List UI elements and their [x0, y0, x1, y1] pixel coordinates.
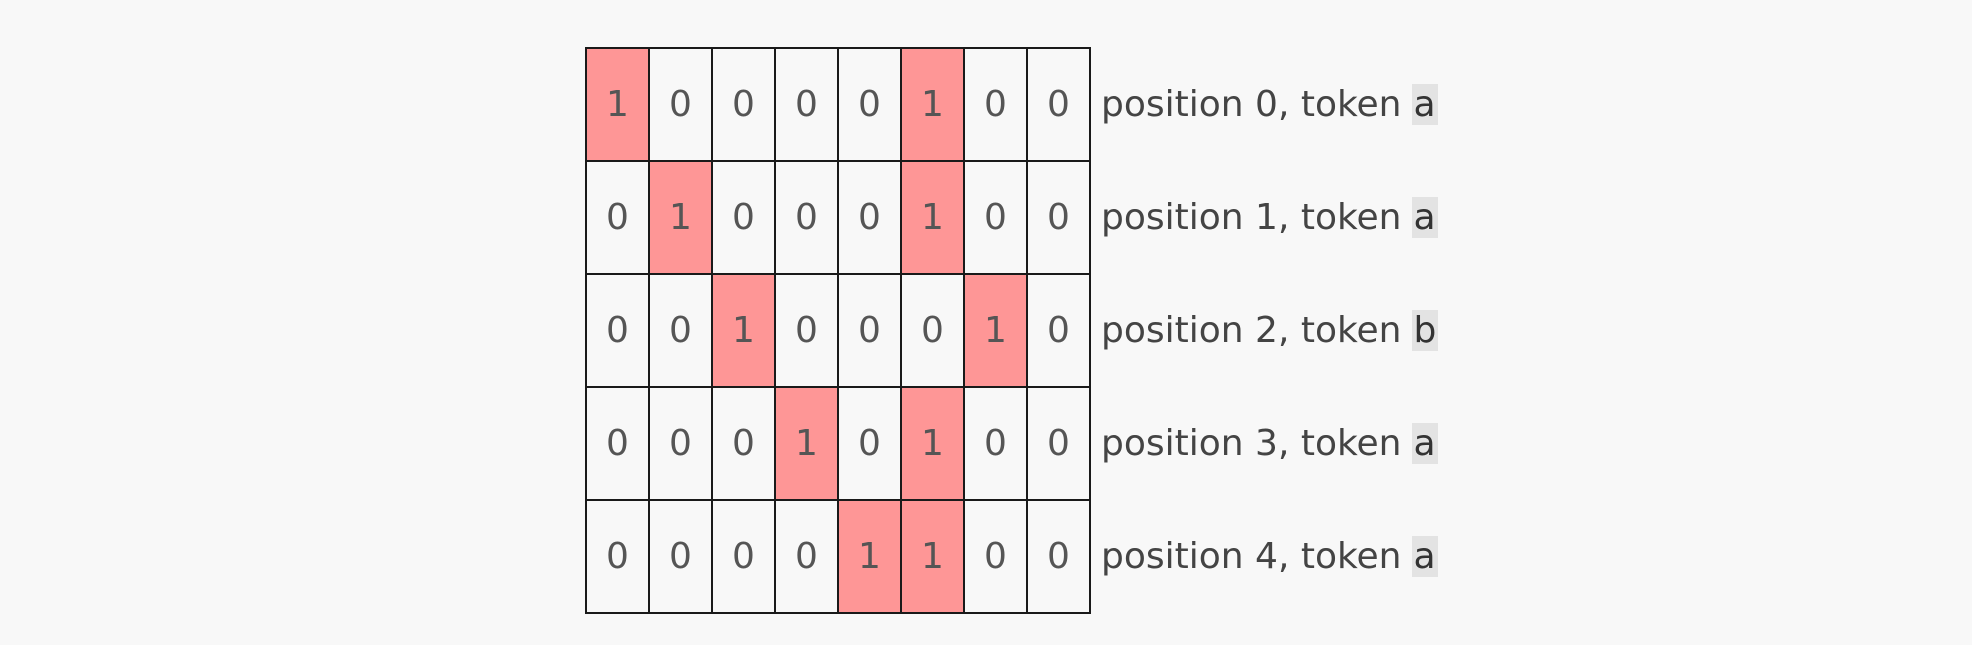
grid-cell: 0: [963, 499, 1028, 614]
grid-cell: 1: [900, 160, 965, 275]
row-label: position 2, token b: [1101, 274, 1439, 387]
grid-cell: 0: [837, 273, 902, 388]
grid-cell: 0: [585, 273, 650, 388]
grid-cell: 1: [963, 273, 1028, 388]
row-labels: position 0, token a position 1, token a posi…: [1101, 47, 1439, 613]
grid-cell: 0: [1026, 386, 1091, 501]
token-badge: a: [1411, 197, 1438, 238]
grid-cell: 0: [585, 499, 650, 614]
grid-cell: 1: [711, 273, 776, 388]
grid-cell: 1: [648, 160, 713, 275]
grid-cell: 0: [1026, 499, 1091, 614]
grid-cell: 0: [711, 160, 776, 275]
grid-cell: 1: [900, 499, 965, 614]
token-badge: a: [1411, 536, 1438, 577]
grid-cell: 0: [774, 160, 839, 275]
token-badge: a: [1411, 83, 1438, 125]
token-badge: a: [1411, 423, 1438, 464]
grid-cell: 0: [963, 386, 1028, 501]
grid-cell: 0: [774, 499, 839, 614]
grid-cell: 0: [1026, 47, 1091, 162]
grid-cell: 0: [1026, 273, 1091, 388]
row-label: position 0, token a: [1101, 47, 1438, 161]
grid-cell: 0: [1026, 160, 1091, 275]
row-label-text: position 0, token: [1101, 83, 1402, 125]
grid-cell: 0: [963, 160, 1028, 275]
row-label: position 1, token a: [1101, 161, 1438, 274]
row-label-text: position 4, token: [1101, 536, 1402, 577]
grid-cell: 0: [585, 160, 650, 275]
grid-cell: 0: [711, 499, 776, 614]
grid-cell: 0: [711, 386, 776, 501]
grid-cell: 1: [774, 386, 839, 501]
row-label: position 4, token a: [1101, 500, 1438, 613]
grid-cell: 0: [711, 47, 776, 162]
grid-cell: 1: [585, 47, 650, 162]
grid-cell: 0: [837, 47, 902, 162]
grid-cell: 0: [585, 386, 650, 501]
row-label: position 3, token a: [1101, 387, 1438, 500]
row-label-text: position 2, token: [1101, 310, 1402, 351]
grid-cell: 0: [648, 386, 713, 501]
grid-cell: 0: [963, 47, 1028, 162]
grid-cell: 0: [774, 47, 839, 162]
grid-cell: 0: [837, 386, 902, 501]
grid-cell: 1: [837, 499, 902, 614]
token-badge: b: [1411, 310, 1439, 351]
grid-cell: 0: [837, 160, 902, 275]
grid-cell: 0: [648, 499, 713, 614]
grid-cell: 0: [648, 273, 713, 388]
grid-cell: 0: [774, 273, 839, 388]
grid-cell: 0: [900, 273, 965, 388]
grid-cell: 0: [648, 47, 713, 162]
row-label-text: position 3, token: [1101, 423, 1402, 464]
grid-cell: 1: [900, 386, 965, 501]
grid-cell: 1: [900, 47, 965, 162]
row-label-text: position 1, token: [1101, 197, 1402, 238]
